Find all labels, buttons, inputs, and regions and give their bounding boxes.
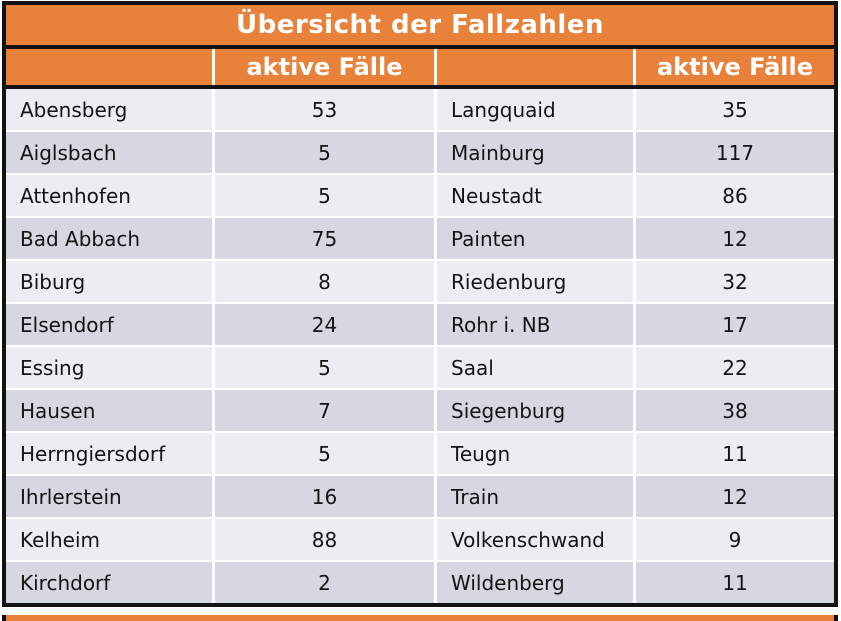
header-cell-active-cases-left: aktive Fälle — [215, 49, 434, 85]
municipality-name-cell: Herrngiersdorf — [6, 433, 212, 474]
header-cell-active-cases-right: aktive Fälle — [636, 49, 834, 85]
municipality-name-cell: Elsendorf — [6, 304, 212, 345]
municipality-name-cell: Ihrlerstein — [6, 476, 212, 517]
table-title: Übersicht der Fallzahlen — [236, 10, 604, 40]
table-row: Elsendorf 24 Rohr i. NB 17 — [6, 304, 834, 345]
active-cases-cell: 75 — [215, 218, 434, 259]
active-cases-cell: 5 — [215, 132, 434, 173]
municipality-name-cell: Kirchdorf — [6, 562, 212, 603]
municipality-name-cell: Essing — [6, 347, 212, 388]
municipality-name-cell: Teugn — [437, 433, 633, 474]
municipality-name-cell: Kelheim — [6, 519, 212, 560]
active-cases-cell: 5 — [215, 347, 434, 388]
table-row: Kelheim 88 Volkenschwand 9 — [6, 519, 834, 560]
municipality-name-cell: Riedenburg — [437, 261, 633, 302]
table-row: Attenhofen 5 Neustadt 86 — [6, 175, 834, 216]
municipality-name-cell: Hausen — [6, 390, 212, 431]
active-cases-cell: 32 — [636, 261, 834, 302]
active-cases-cell: 16 — [215, 476, 434, 517]
municipality-name-cell: Mainburg — [437, 132, 633, 173]
active-cases-cell: 5 — [215, 433, 434, 474]
active-cases-cell: 11 — [636, 562, 834, 603]
active-cases-cell: 24 — [215, 304, 434, 345]
table-header-row: aktive Fälle aktive Fälle — [6, 49, 834, 89]
municipality-name-cell: Neustadt — [437, 175, 633, 216]
table-row: Biburg 8 Riedenburg 32 — [6, 261, 834, 302]
municipality-name-cell: Aiglsbach — [6, 132, 212, 173]
municipality-name-cell: Rohr i. NB — [437, 304, 633, 345]
municipality-name-cell: Painten — [437, 218, 633, 259]
municipality-name-cell: Abensberg — [6, 89, 212, 130]
municipality-name-cell: Train — [437, 476, 633, 517]
table-row: Ihrlerstein 16 Train 12 — [6, 476, 834, 517]
active-cases-cell: 2 — [215, 562, 434, 603]
active-cases-cell: 12 — [636, 476, 834, 517]
table-row: Herrngiersdorf 5 Teugn 11 — [6, 433, 834, 474]
municipality-name-cell: Biburg — [6, 261, 212, 302]
active-cases-cell: 12 — [636, 218, 834, 259]
header-cell-empty-left — [6, 49, 212, 85]
active-cases-cell: 7 — [215, 390, 434, 431]
active-cases-cell: 8 — [215, 261, 434, 302]
municipality-name-cell: Siegenburg — [437, 390, 633, 431]
active-cases-cell: 86 — [636, 175, 834, 216]
table-row: Kirchdorf 2 Wildenberg 11 — [6, 562, 834, 603]
case-numbers-table: Übersicht der Fallzahlen aktive Fälle ak… — [2, 1, 838, 607]
active-cases-cell: 117 — [636, 132, 834, 173]
table-row: Aiglsbach 5 Mainburg 117 — [6, 132, 834, 173]
table-row: Abensberg 53 Langquaid 35 — [6, 89, 834, 130]
active-cases-cell: 38 — [636, 390, 834, 431]
header-cell-empty-right — [437, 49, 633, 85]
municipality-name-cell: Langquaid — [437, 89, 633, 130]
active-cases-cell: 9 — [636, 519, 834, 560]
table-row: Essing 5 Saal 22 — [6, 347, 834, 388]
active-cases-cell: 22 — [636, 347, 834, 388]
municipality-name-cell: Attenhofen — [6, 175, 212, 216]
next-section-header-strip — [2, 615, 838, 621]
active-cases-cell: 88 — [215, 519, 434, 560]
municipality-name-cell: Wildenberg — [437, 562, 633, 603]
active-cases-cell: 53 — [215, 89, 434, 130]
table-row: Bad Abbach 75 Painten 12 — [6, 218, 834, 259]
table-row: Hausen 7 Siegenburg 38 — [6, 390, 834, 431]
active-cases-cell: 11 — [636, 433, 834, 474]
active-cases-cell: 17 — [636, 304, 834, 345]
table-title-row: Übersicht der Fallzahlen — [6, 5, 834, 49]
active-cases-cell: 35 — [636, 89, 834, 130]
municipality-name-cell: Volkenschwand — [437, 519, 633, 560]
municipality-name-cell: Saal — [437, 347, 633, 388]
table-body: Abensberg 53 Langquaid 35 Aiglsbach 5 Ma… — [6, 89, 834, 603]
municipality-name-cell: Bad Abbach — [6, 218, 212, 259]
active-cases-cell: 5 — [215, 175, 434, 216]
